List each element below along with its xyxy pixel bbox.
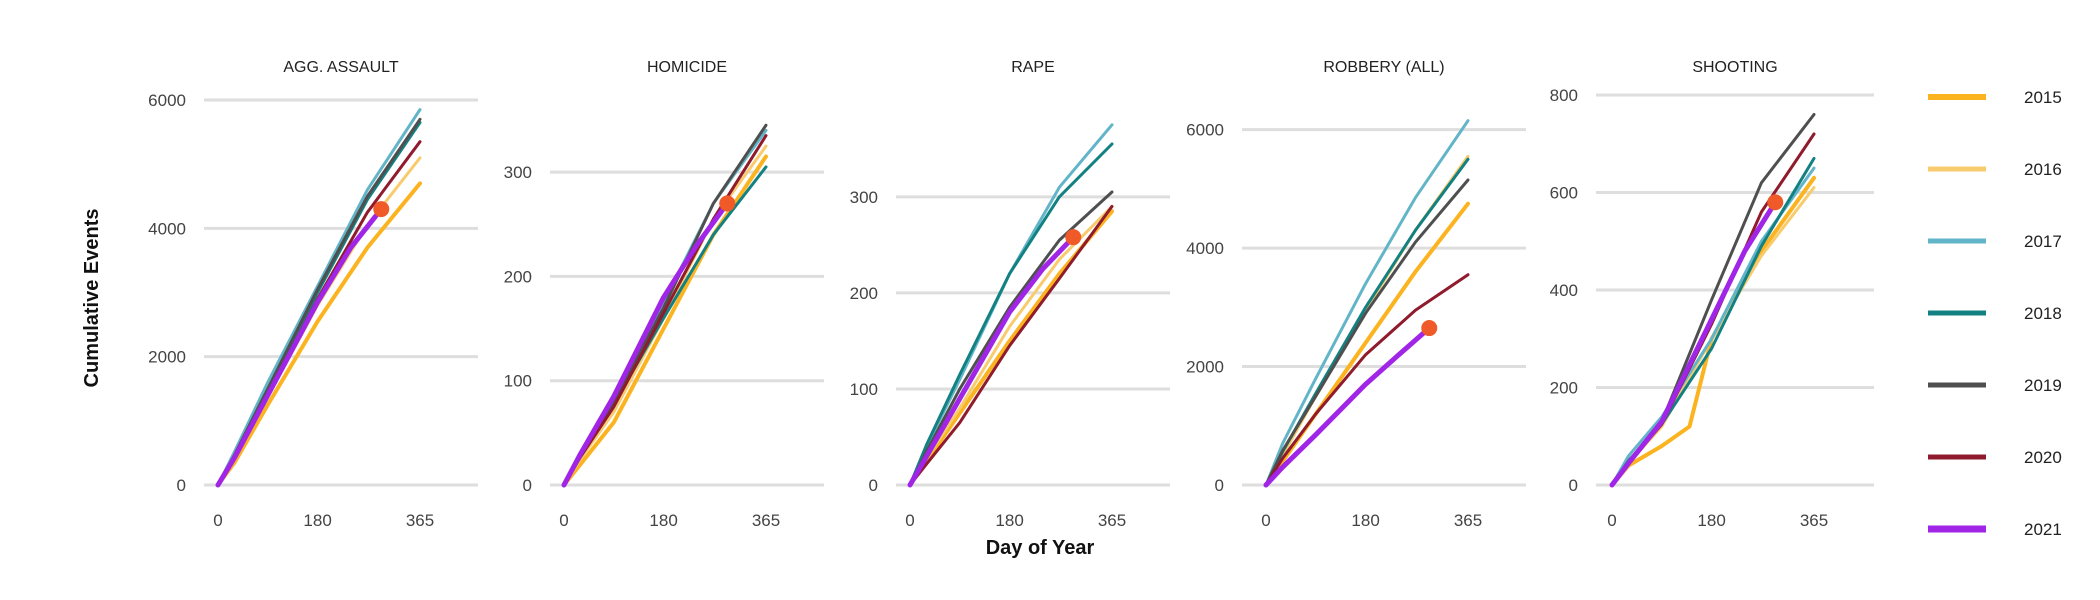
facet-title: ROBBERY (ALL)	[1323, 59, 1444, 76]
y-axis-title: Cumulative Events	[81, 209, 103, 388]
x-tick-label: 180	[303, 511, 331, 530]
x-tick-label: 0	[1607, 511, 1616, 530]
series-line-2017	[1610, 166, 1816, 487]
y-tick-label: 600	[1550, 184, 1578, 203]
facet-panel: AGG. ASSAULT 0 2000 4000 6000 0 180 365	[148, 59, 478, 530]
x-tick-label: 0	[905, 511, 914, 530]
legend-item-2018: 2018	[1928, 304, 2062, 323]
series-line-2021	[1263, 325, 1432, 488]
series-line-2020	[1264, 273, 1470, 487]
y-tick-label: 0	[1569, 476, 1578, 495]
y-tick-label: 4000	[148, 219, 186, 238]
legend-label: 2015	[2024, 88, 2062, 107]
y-tick-label: 4000	[1186, 239, 1224, 258]
series-line-2017	[1264, 119, 1470, 487]
series-line-2021	[561, 200, 730, 488]
y-tick-label: 100	[504, 372, 532, 391]
current-value-marker	[373, 201, 390, 218]
series-line-2018	[908, 142, 1114, 487]
x-tick-label: 180	[649, 511, 677, 530]
y-tick-label: 0	[177, 476, 186, 495]
facet-title: HOMICIDE	[647, 59, 727, 76]
current-value-marker	[1767, 194, 1784, 211]
facet-title: RAPE	[1011, 59, 1055, 76]
legend-item-2020: 2020	[1928, 448, 2062, 467]
y-tick-label: 0	[869, 476, 878, 495]
y-tick-label: 200	[1550, 379, 1578, 398]
y-tick-label: 300	[850, 188, 878, 207]
facet-panel: SHOOTING 0 200 400 600 800 0 180 365	[1550, 59, 1874, 530]
y-tick-label: 100	[850, 380, 878, 399]
x-tick-label: 365	[752, 511, 780, 530]
facet-panel: RAPE 0 100 200 300 0 180 365	[850, 59, 1170, 530]
facet-title: SHOOTING	[1692, 59, 1777, 76]
y-tick-label: 2000	[1186, 358, 1224, 377]
y-tick-label: 200	[504, 267, 532, 286]
facet-panel: ROBBERY (ALL) 0 2000 4000 6000 0 180 365	[1186, 59, 1526, 530]
legend-item-2016: 2016	[1928, 160, 2062, 179]
legend-label: 2020	[2024, 448, 2062, 467]
current-value-marker	[1421, 320, 1438, 337]
x-tick-label: 0	[1261, 511, 1270, 530]
y-tick-label: 6000	[148, 91, 186, 110]
series-line-2021	[1609, 199, 1778, 488]
x-tick-label: 0	[213, 511, 222, 530]
legend-item-2019: 2019	[1928, 376, 2062, 395]
y-tick-label: 2000	[148, 348, 186, 367]
x-tick-label: 180	[1351, 511, 1379, 530]
x-tick-label: 180	[995, 511, 1023, 530]
series-line-2015	[908, 209, 1114, 487]
x-tick-label: 365	[1454, 511, 1482, 530]
series-line-2020	[1610, 132, 1816, 487]
legend-item-2017: 2017	[1928, 232, 2062, 251]
current-value-marker	[1065, 229, 1082, 246]
series-line-2019	[1264, 178, 1470, 487]
y-tick-label: 200	[850, 284, 878, 303]
y-tick-label: 0	[523, 476, 532, 495]
legend-label: 2016	[2024, 160, 2062, 179]
series-line-2015	[1264, 201, 1470, 487]
x-tick-label: 0	[559, 511, 568, 530]
series-line-2021	[215, 206, 384, 488]
x-tick-label: 180	[1697, 511, 1725, 530]
legend-label: 2018	[2024, 304, 2062, 323]
series-line-2021	[907, 234, 1076, 488]
facet-title: AGG. ASSAULT	[283, 59, 399, 76]
y-tick-label: 0	[1215, 476, 1224, 495]
facet-panel: HOMICIDE 0 100 200 300 0 180 365	[504, 59, 824, 530]
x-tick-label: 365	[406, 511, 434, 530]
series-line-2020	[908, 204, 1114, 487]
y-tick-label: 400	[1550, 281, 1578, 300]
x-tick-label: 365	[1098, 511, 1126, 530]
legend-label: 2021	[2024, 520, 2062, 539]
legend-item-2015: 2015	[1928, 88, 2062, 107]
y-tick-label: 300	[504, 163, 532, 182]
current-value-marker	[719, 195, 736, 212]
legend-label: 2019	[2024, 376, 2062, 395]
y-tick-label: 800	[1550, 86, 1578, 105]
series-line-2018	[1264, 157, 1470, 487]
legend-item-2021: 2021	[1928, 520, 2062, 539]
legend-label: 2017	[2024, 232, 2062, 251]
legend: 2015 2016 2017 2018 2019 2020 2021	[1928, 88, 2062, 539]
series-line-2019	[1610, 113, 1816, 487]
y-tick-label: 6000	[1186, 121, 1224, 140]
x-axis-title: Day of Year	[986, 537, 1095, 559]
x-tick-label: 365	[1800, 511, 1828, 530]
series-line-2016	[1264, 154, 1470, 487]
